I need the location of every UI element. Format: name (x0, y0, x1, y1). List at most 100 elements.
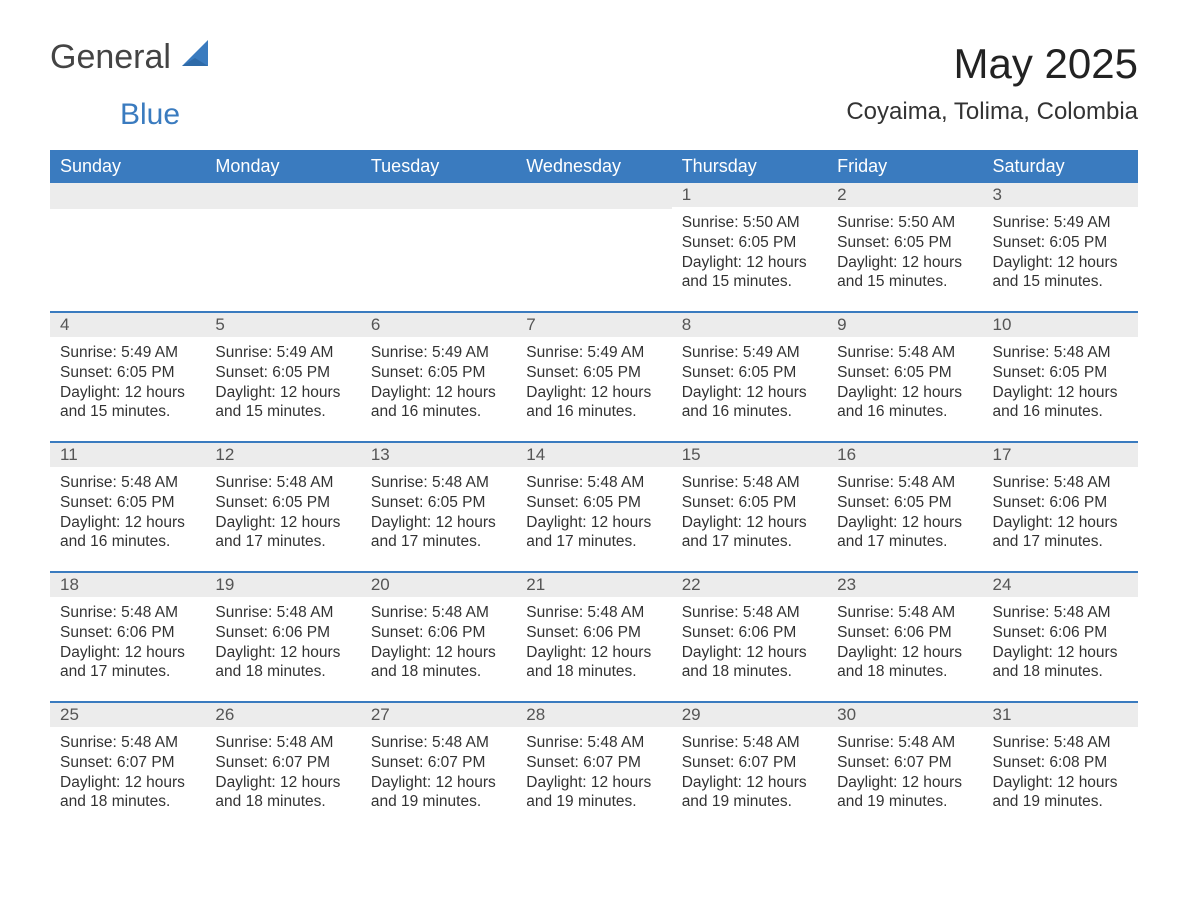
day-body: Sunrise: 5:48 AMSunset: 6:05 PMDaylight:… (672, 467, 827, 560)
day-number: 11 (50, 443, 205, 467)
day-body: Sunrise: 5:48 AMSunset: 6:06 PMDaylight:… (50, 597, 205, 690)
daylight-line-2: and 19 minutes. (682, 792, 817, 812)
daylight-line-1: Daylight: 12 hours (682, 643, 817, 663)
day-number: 7 (516, 313, 671, 337)
calendar-day-cell: 26Sunrise: 5:48 AMSunset: 6:07 PMDayligh… (205, 702, 360, 831)
day-number: 26 (205, 703, 360, 727)
calendar-day-cell: 10Sunrise: 5:48 AMSunset: 6:05 PMDayligh… (983, 312, 1138, 442)
daylight-line-1: Daylight: 12 hours (60, 643, 195, 663)
sunset-line: Sunset: 6:06 PM (682, 623, 817, 643)
calendar-day-cell: 24Sunrise: 5:48 AMSunset: 6:06 PMDayligh… (983, 572, 1138, 702)
daylight-line-2: and 17 minutes. (60, 662, 195, 682)
calendar-day-cell: 6 Sunrise: 5:49 AMSunset: 6:05 PMDaylight… (361, 312, 516, 442)
daylight-line-1: Daylight: 12 hours (837, 643, 972, 663)
day-body: Sunrise: 5:48 AMSunset: 6:07 PMDaylight:… (50, 727, 205, 820)
day-body: Sunrise: 5:48 AMSunset: 6:08 PMDaylight:… (983, 727, 1138, 820)
sunrise-line: Sunrise: 5:48 AM (682, 733, 817, 753)
daylight-line-1: Daylight: 12 hours (993, 253, 1128, 273)
daylight-line-1: Daylight: 12 hours (60, 513, 195, 533)
month-title: May 2025 (846, 40, 1138, 88)
calendar-day-cell: 21Sunrise: 5:48 AMSunset: 6:06 PMDayligh… (516, 572, 671, 702)
day-body: Sunrise: 5:48 AMSunset: 6:06 PMDaylight:… (205, 597, 360, 690)
weekday-header: Friday (827, 150, 982, 183)
sunset-line: Sunset: 6:05 PM (215, 363, 350, 383)
calendar-week-row: 25Sunrise: 5:48 AMSunset: 6:07 PMDayligh… (50, 702, 1138, 831)
sunset-line: Sunset: 6:05 PM (371, 493, 506, 513)
sunset-line: Sunset: 6:05 PM (837, 363, 972, 383)
day-number: 16 (827, 443, 982, 467)
sunset-line: Sunset: 6:06 PM (215, 623, 350, 643)
calendar-day-cell: 8Sunrise: 5:49 AMSunset: 6:05 PMDaylight… (672, 312, 827, 442)
sunset-line: Sunset: 6:07 PM (682, 753, 817, 773)
sunrise-line: Sunrise: 5:49 AM (60, 343, 195, 363)
sunrise-line: Sunrise: 5:48 AM (371, 603, 506, 623)
sunrise-line: Sunrise: 5:49 AM (993, 213, 1128, 233)
calendar-header-row: SundayMondayTuesdayWednesdayThursdayFrid… (50, 150, 1138, 183)
day-body: Sunrise: 5:49 AMSunset: 6:05 PMDaylight:… (983, 207, 1138, 300)
daylight-line-2: and 19 minutes. (371, 792, 506, 812)
daylight-line-2: and 16 minutes. (682, 402, 817, 422)
day-number: 5 (205, 313, 360, 337)
sunset-line: Sunset: 6:06 PM (837, 623, 972, 643)
calendar-week-row: 11Sunrise: 5:48 AMSunset: 6:05 PMDayligh… (50, 442, 1138, 572)
daylight-line-1: Daylight: 12 hours (60, 383, 195, 403)
day-number: 3 (983, 183, 1138, 207)
daylight-line-2: and 18 minutes. (837, 662, 972, 682)
sunrise-line: Sunrise: 5:49 AM (526, 343, 661, 363)
daylight-line-1: Daylight: 12 hours (215, 513, 350, 533)
daylight-line-1: Daylight: 12 hours (215, 643, 350, 663)
logo-word-general: General (50, 38, 171, 76)
daylight-line-2: and 18 minutes. (993, 662, 1128, 682)
daylight-line-2: and 16 minutes. (837, 402, 972, 422)
day-body: Sunrise: 5:48 AMSunset: 6:05 PMDaylight:… (983, 337, 1138, 430)
sunset-line: Sunset: 6:07 PM (215, 753, 350, 773)
calendar-day-cell: 18Sunrise: 5:48 AMSunset: 6:06 PMDayligh… (50, 572, 205, 702)
daylight-line-1: Daylight: 12 hours (371, 383, 506, 403)
daylight-line-2: and 16 minutes. (526, 402, 661, 422)
sunrise-line: Sunrise: 5:48 AM (215, 473, 350, 493)
day-body: Sunrise: 5:50 AMSunset: 6:05 PMDaylight:… (672, 207, 827, 300)
daylight-line-1: Daylight: 12 hours (215, 773, 350, 793)
daylight-line-1: Daylight: 12 hours (837, 253, 972, 273)
day-body: Sunrise: 5:48 AMSunset: 6:05 PMDaylight:… (827, 467, 982, 560)
calendar-page: General Blue May 2025 Coyaima, Tolima, C… (0, 0, 1188, 871)
sunset-line: Sunset: 6:05 PM (526, 363, 661, 383)
daylight-line-2: and 18 minutes. (682, 662, 817, 682)
sunrise-line: Sunrise: 5:48 AM (837, 343, 972, 363)
sunset-line: Sunset: 6:06 PM (993, 623, 1128, 643)
daylight-line-1: Daylight: 12 hours (993, 643, 1128, 663)
sunrise-line: Sunrise: 5:49 AM (371, 343, 506, 363)
sunset-line: Sunset: 6:05 PM (371, 363, 506, 383)
day-body: Sunrise: 5:49 AMSunset: 6:05 PMDaylight:… (50, 337, 205, 430)
day-number: 23 (827, 573, 982, 597)
day-number: 12 (205, 443, 360, 467)
title-block: May 2025 Coyaima, Tolima, Colombia (846, 40, 1138, 126)
day-body: Sunrise: 5:48 AMSunset: 6:06 PMDaylight:… (983, 597, 1138, 690)
sunrise-line: Sunrise: 5:48 AM (837, 603, 972, 623)
sunrise-line: Sunrise: 5:48 AM (837, 733, 972, 753)
calendar-grid: SundayMondayTuesdayWednesdayThursdayFrid… (50, 150, 1138, 831)
sail-icon (182, 40, 214, 74)
daylight-line-1: Daylight: 12 hours (993, 383, 1128, 403)
day-number: 21 (516, 573, 671, 597)
day-number: 22 (672, 573, 827, 597)
calendar-week-row: 1Sunrise: 5:50 AMSunset: 6:05 PMDaylight… (50, 183, 1138, 312)
day-number: 15 (672, 443, 827, 467)
calendar-day-cell: 13Sunrise: 5:48 AMSunset: 6:05 PMDayligh… (361, 442, 516, 572)
day-number: 13 (361, 443, 516, 467)
day-body: Sunrise: 5:48 AMSunset: 6:05 PMDaylight:… (516, 467, 671, 560)
sunrise-line: Sunrise: 5:48 AM (526, 473, 661, 493)
day-body: Sunrise: 5:48 AMSunset: 6:07 PMDaylight:… (205, 727, 360, 820)
day-body: Sunrise: 5:48 AMSunset: 6:05 PMDaylight:… (361, 467, 516, 560)
calendar-week-row: 18Sunrise: 5:48 AMSunset: 6:06 PMDayligh… (50, 572, 1138, 702)
weekday-header: Thursday (672, 150, 827, 183)
sunrise-line: Sunrise: 5:48 AM (993, 603, 1128, 623)
day-number: 2 (827, 183, 982, 207)
day-number (50, 183, 205, 209)
day-number: 6 (361, 313, 516, 337)
calendar-day-cell: 15Sunrise: 5:48 AMSunset: 6:05 PMDayligh… (672, 442, 827, 572)
day-body: Sunrise: 5:48 AMSunset: 6:05 PMDaylight:… (50, 467, 205, 560)
daylight-line-2: and 18 minutes. (371, 662, 506, 682)
brand-logo: General Blue (50, 40, 214, 104)
daylight-line-1: Daylight: 12 hours (526, 383, 661, 403)
